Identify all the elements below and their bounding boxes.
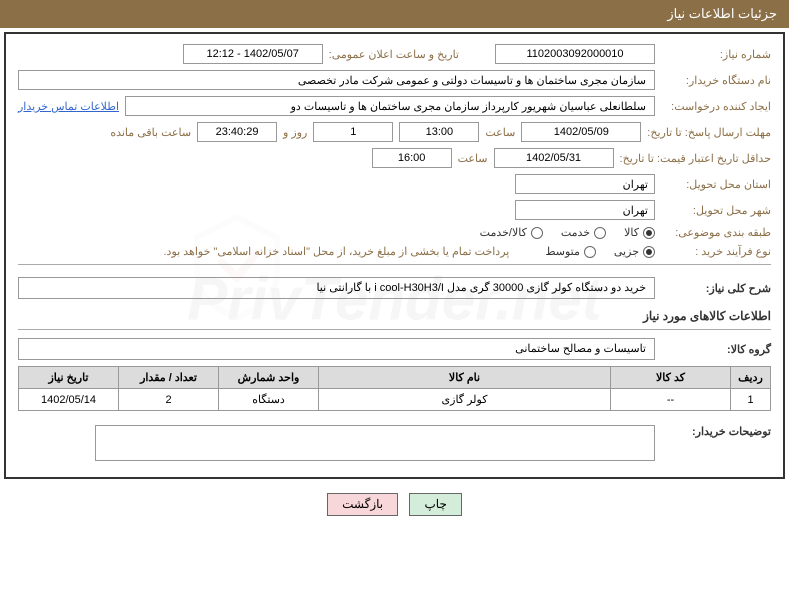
process-label: نوع فرآیند خرید : — [661, 245, 771, 258]
time-label-1: ساعت — [485, 126, 515, 139]
need-no-label: شماره نیاز: — [661, 48, 771, 61]
radio-icon — [643, 227, 655, 239]
validity-date: 1402/05/31 — [494, 148, 614, 168]
divider — [18, 264, 771, 265]
back-button[interactable]: بازگشت — [327, 493, 398, 516]
contact-link[interactable]: اطلاعات تماس خریدار — [18, 100, 119, 113]
buyer-label: نام دستگاه خریدار: — [661, 74, 771, 87]
days-label: روز و — [283, 126, 307, 139]
deadline-label: مهلت ارسال پاسخ: تا تاریخ: — [647, 126, 771, 139]
group-label: گروه کالا: — [661, 343, 771, 356]
radio-goods[interactable]: کالا — [624, 226, 655, 239]
desc-title: شرح کلی نیاز: — [661, 282, 771, 295]
time-label-2: ساعت — [458, 152, 488, 165]
radio-both[interactable]: کالا/خدمت — [480, 226, 543, 239]
td-code: -- — [611, 389, 731, 411]
divider — [18, 329, 771, 330]
th-date: تاریخ نیاز — [19, 367, 119, 389]
countdown-field: 23:40:29 — [197, 122, 277, 142]
deadline-date: 1402/05/09 — [521, 122, 641, 142]
buyer-field: سازمان مجری ساختمان ها و تاسیسات دولتی و… — [18, 70, 655, 90]
header-title: جزئیات اطلاعات نیاز — [667, 6, 777, 21]
city-field: تهران — [515, 200, 655, 220]
province-label: استان محل تحویل: — [661, 178, 771, 191]
deadline-time: 13:00 — [399, 122, 479, 142]
desc-field: خرید دو دستگاه کولر گازی 30000 گری مدل i… — [18, 277, 655, 299]
validity-label: حداقل تاریخ اعتبار قیمت: تا تاریخ: — [620, 152, 771, 165]
process-radio-group: جزیی متوسط — [545, 245, 655, 258]
city-label: شهر محل تحویل: — [661, 204, 771, 217]
days-field: 1 — [313, 122, 393, 142]
requester-field: سلطانعلی عباسیان شهریور کارپرداز سازمان … — [125, 96, 655, 116]
payment-note: پرداخت تمام یا بخشی از مبلغ خرید، از محل… — [164, 245, 510, 258]
validity-time: 16:00 — [372, 148, 452, 168]
td-date: 1402/05/14 — [19, 389, 119, 411]
table-header-row: ردیف کد کالا نام کالا واحد شمارش تعداد /… — [19, 367, 771, 389]
radio-small[interactable]: جزیی — [614, 245, 655, 258]
radio-service[interactable]: خدمت — [561, 226, 606, 239]
province-field: تهران — [515, 174, 655, 194]
goods-section-title: اطلاعات کالاهای مورد نیاز — [18, 309, 771, 323]
need-no-field: 1102003092000010 — [495, 44, 655, 64]
radio-medium[interactable]: متوسط — [545, 245, 596, 258]
th-unit: واحد شمارش — [219, 367, 319, 389]
th-name: نام کالا — [319, 367, 611, 389]
remaining-label: ساعت باقی مانده — [110, 126, 191, 139]
radio-icon — [594, 227, 606, 239]
page-header: جزئیات اطلاعات نیاز — [0, 0, 789, 28]
buyer-notes-field — [95, 425, 655, 461]
print-button[interactable]: چاپ — [409, 493, 461, 516]
radio-icon — [643, 246, 655, 258]
requester-label: ایجاد کننده درخواست: — [661, 100, 771, 113]
td-unit: دستگاه — [219, 389, 319, 411]
th-row: ردیف — [731, 367, 771, 389]
announce-field: 1402/05/07 - 12:12 — [183, 44, 323, 64]
th-qty: تعداد / مقدار — [119, 367, 219, 389]
buyer-notes-label: توضیحات خریدار: — [661, 425, 771, 438]
radio-icon — [531, 227, 543, 239]
th-code: کد کالا — [611, 367, 731, 389]
announce-label: تاریخ و ساعت اعلان عمومی: — [329, 48, 459, 61]
button-bar: چاپ بازگشت — [0, 483, 789, 526]
td-name: کولر گازی — [319, 389, 611, 411]
table-row: 1 -- کولر گازی دستگاه 2 1402/05/14 — [19, 389, 771, 411]
category-radio-group: کالا خدمت کالا/خدمت — [480, 226, 655, 239]
td-row: 1 — [731, 389, 771, 411]
radio-icon — [584, 246, 596, 258]
group-field: تاسیسات و مصالح ساختمانی — [18, 338, 655, 360]
td-qty: 2 — [119, 389, 219, 411]
goods-table: ردیف کد کالا نام کالا واحد شمارش تعداد /… — [18, 366, 771, 411]
category-label: طبقه بندی موضوعی: — [661, 226, 771, 239]
